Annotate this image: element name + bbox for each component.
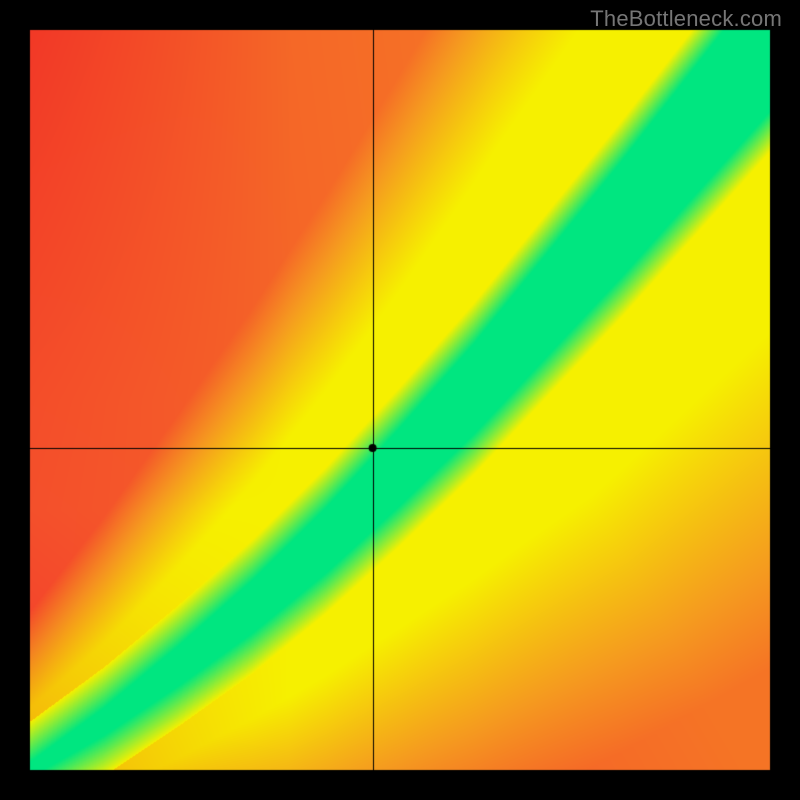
watermark-text: TheBottleneck.com: [590, 6, 782, 32]
bottleneck-heatmap: [0, 0, 800, 800]
chart-container: TheBottleneck.com: [0, 0, 800, 800]
